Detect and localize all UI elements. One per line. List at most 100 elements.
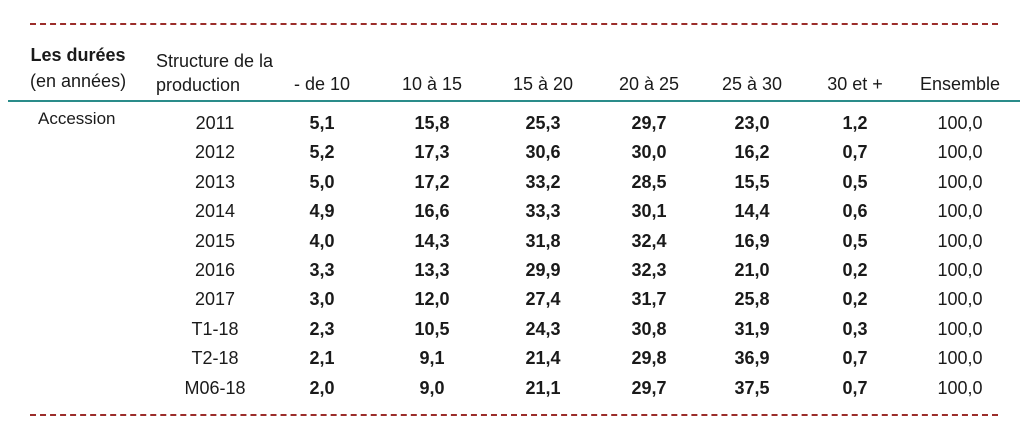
- column-header: 15 à 20: [512, 74, 574, 94]
- value-cell: 0,6: [842, 201, 868, 222]
- value-cell: 33,2: [525, 171, 561, 192]
- value-cell: 0,7: [842, 142, 868, 163]
- value-cell: 15,8: [414, 113, 450, 133]
- value-cell: 0,2: [842, 289, 868, 310]
- column-header: - de 10: [293, 74, 351, 94]
- header-underline: [8, 100, 1020, 102]
- value-cell: 31,8: [525, 230, 561, 251]
- value-cell: 1,2: [842, 113, 868, 133]
- value-cell: 33,3: [525, 201, 561, 222]
- value-cell: 17,2: [414, 171, 450, 192]
- value-cell: 25,8: [734, 289, 770, 310]
- total-cell: 100,0: [937, 201, 983, 222]
- table-row: 2014 4,9 16,6 33,3 30,1 14,4 0,6 100,0: [0, 197, 1024, 226]
- table-row: 2017 3,0 12,0 27,4 31,7 25,8 0,2 100,0: [0, 285, 1024, 314]
- value-cell: 9,0: [419, 377, 445, 398]
- value-cell: 16,2: [734, 142, 770, 163]
- value-cell: 12,0: [414, 289, 450, 310]
- column-header: 20 à 25: [618, 74, 680, 94]
- value-cell: 0,5: [842, 230, 868, 251]
- value-cell: 0,3: [842, 318, 868, 339]
- value-cell: 25,3: [525, 113, 561, 133]
- bottom-dashed-rule: [30, 414, 998, 416]
- value-cell: 16,6: [414, 201, 450, 222]
- value-cell: 14,4: [734, 201, 770, 222]
- value-cell: 37,5: [734, 377, 770, 398]
- period-cell: 2017: [194, 289, 236, 310]
- total-cell: 100,0: [937, 289, 983, 310]
- value-cell: 23,0: [734, 113, 770, 133]
- value-cell: 27,4: [525, 289, 561, 310]
- table-row: 2012 5,2 17,3 30,6 30,0 16,2 0,7 100,0: [0, 138, 1024, 167]
- value-cell: 17,3: [414, 142, 450, 163]
- value-cell: 30,0: [631, 142, 667, 163]
- total-cell: 100,0: [937, 377, 983, 398]
- period-cell: 2014: [194, 201, 236, 222]
- value-cell: 14,3: [414, 230, 450, 251]
- value-cell: 30,8: [631, 318, 667, 339]
- durations-unit: (en années): [30, 71, 127, 91]
- top-dashed-rule: [30, 23, 998, 25]
- period-cell: 2011: [195, 113, 235, 133]
- total-cell: 100,0: [937, 171, 983, 192]
- value-cell: 9,1: [419, 348, 445, 369]
- period-cell: 2013: [194, 171, 236, 192]
- value-cell: 30,1: [631, 201, 667, 222]
- value-cell: 32,4: [631, 230, 667, 251]
- table-row: T2-18 2,1 9,1 21,4 29,8 36,9 0,7 100,0: [0, 344, 1024, 373]
- value-cell: 29,8: [631, 348, 667, 369]
- durations-title: Les durées: [30, 45, 126, 65]
- value-cell: 5,0: [309, 171, 335, 192]
- value-cell: 36,9: [734, 348, 770, 369]
- table-row: 2013 5,0 17,2 33,2 28,5 15,5 0,5 100,0: [0, 168, 1024, 197]
- period-cell: M06-18: [184, 377, 246, 398]
- value-cell: 5,1: [309, 113, 335, 133]
- period-cell: T2-18: [191, 348, 239, 369]
- period-cell: 2012: [194, 142, 236, 163]
- total-cell: 100,0: [937, 113, 983, 133]
- total-cell: 100,0: [937, 260, 983, 280]
- value-cell: 4,0: [309, 230, 335, 251]
- table-row: 2015 4,0 14,3 31,8 32,4 16,9 0,5 100,0: [0, 227, 1024, 256]
- value-cell: 2,0: [309, 377, 335, 398]
- value-cell: 24,3: [525, 318, 561, 339]
- value-cell: 32,3: [631, 260, 667, 280]
- value-cell: 31,9: [734, 318, 770, 339]
- value-cell: 3,3: [309, 260, 335, 280]
- value-cell: 21,1: [525, 377, 561, 398]
- total-cell: 100,0: [937, 230, 983, 251]
- table-row: M06-18 2,0 9,0 21,1 29,7 37,5 0,7 100,0: [0, 374, 1024, 403]
- period-cell: T1-18: [191, 318, 239, 339]
- total-cell: 100,0: [937, 348, 983, 369]
- value-cell: 16,9: [734, 230, 770, 251]
- value-cell: 21,0: [734, 260, 770, 280]
- value-cell: 28,5: [631, 171, 667, 192]
- value-cell: 0,7: [842, 377, 868, 398]
- table-row: 2016 3,3 13,3 29,9 32,3 21,0 0,2 100,0: [0, 256, 1024, 285]
- value-cell: 29,9: [525, 260, 561, 280]
- value-cell: 31,7: [631, 289, 667, 310]
- value-cell: 21,4: [525, 348, 561, 369]
- value-cell: 13,3: [414, 260, 450, 280]
- value-cell: 0,7: [842, 348, 868, 369]
- column-header: 30 et +: [827, 74, 883, 94]
- table-row: 2011 5,1 15,8 25,3 29,7 23,0 1,2 100,0: [0, 109, 1024, 138]
- column-header: Ensemble: [919, 74, 1001, 94]
- period-cell: 2016: [194, 260, 236, 280]
- value-cell: 0,2: [842, 260, 868, 280]
- value-cell: 2,1: [309, 348, 335, 369]
- value-cell: 2,3: [309, 318, 335, 339]
- durations-header: Les durées (en années): [30, 43, 126, 93]
- value-cell: 15,5: [734, 171, 770, 192]
- column-header: 25 à 30: [721, 74, 783, 94]
- value-cell: 29,7: [631, 113, 667, 133]
- value-cell: 3,0: [309, 289, 335, 310]
- total-cell: 100,0: [937, 142, 983, 163]
- value-cell: 5,2: [309, 142, 335, 163]
- structure-header: Structure de la production: [156, 51, 274, 95]
- total-cell: 100,0: [937, 318, 983, 339]
- value-cell: 4,9: [309, 201, 335, 222]
- value-cell: 0,5: [842, 171, 868, 192]
- column-header: 10 à 15: [401, 74, 463, 94]
- value-cell: 30,6: [525, 142, 561, 163]
